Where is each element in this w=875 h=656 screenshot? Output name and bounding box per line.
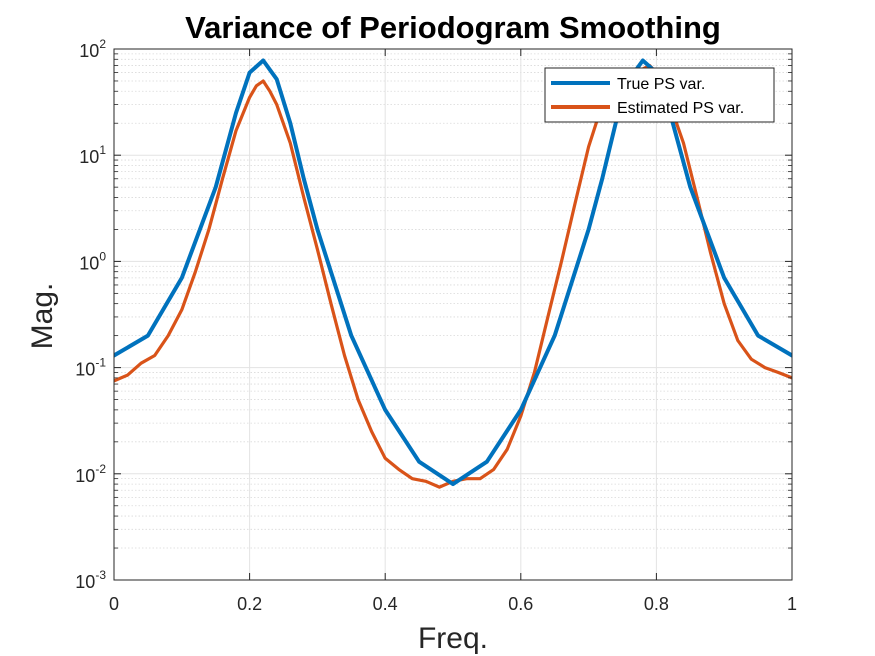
legend-label-true-ps-var: True PS var. (617, 76, 705, 93)
plot-frame (113, 48, 793, 581)
x-tick-label: 1 (787, 594, 797, 614)
legend-label-estimated-ps-var: Estimated PS var. (617, 100, 744, 117)
y-tick-label: 101 (79, 143, 106, 167)
x-tick-label: 0 (109, 594, 119, 614)
axis-ticks (113, 48, 793, 581)
x-tick-label: 0.2 (237, 594, 262, 614)
y-tick-label: 10-1 (75, 356, 106, 380)
y-axis-label: Mag. (26, 283, 59, 350)
y-tick-label: 10-2 (75, 462, 106, 486)
plot-area (114, 49, 792, 580)
x-tick-label: 0.4 (373, 594, 398, 614)
x-tick-label: 0.6 (508, 594, 533, 614)
y-tick-label: 100 (79, 249, 106, 273)
y-tick-labels: 10-3 10-2 10-1 100 101 102 (75, 37, 106, 592)
x-tick-label: 0.8 (644, 594, 669, 614)
chart-title: Variance of Periodogram Smoothing (185, 10, 721, 45)
y-tick-label: 102 (79, 37, 106, 61)
minor-grid (114, 53, 792, 549)
x-tick-labels: 0 0.2 0.4 0.6 0.8 1 (109, 594, 797, 614)
x-axis-label: Freq. (418, 622, 488, 655)
legend-box (544, 67, 775, 123)
y-tick-label: 10-3 (75, 568, 106, 592)
legend: True PS var. Estimated PS var. (544, 67, 775, 123)
